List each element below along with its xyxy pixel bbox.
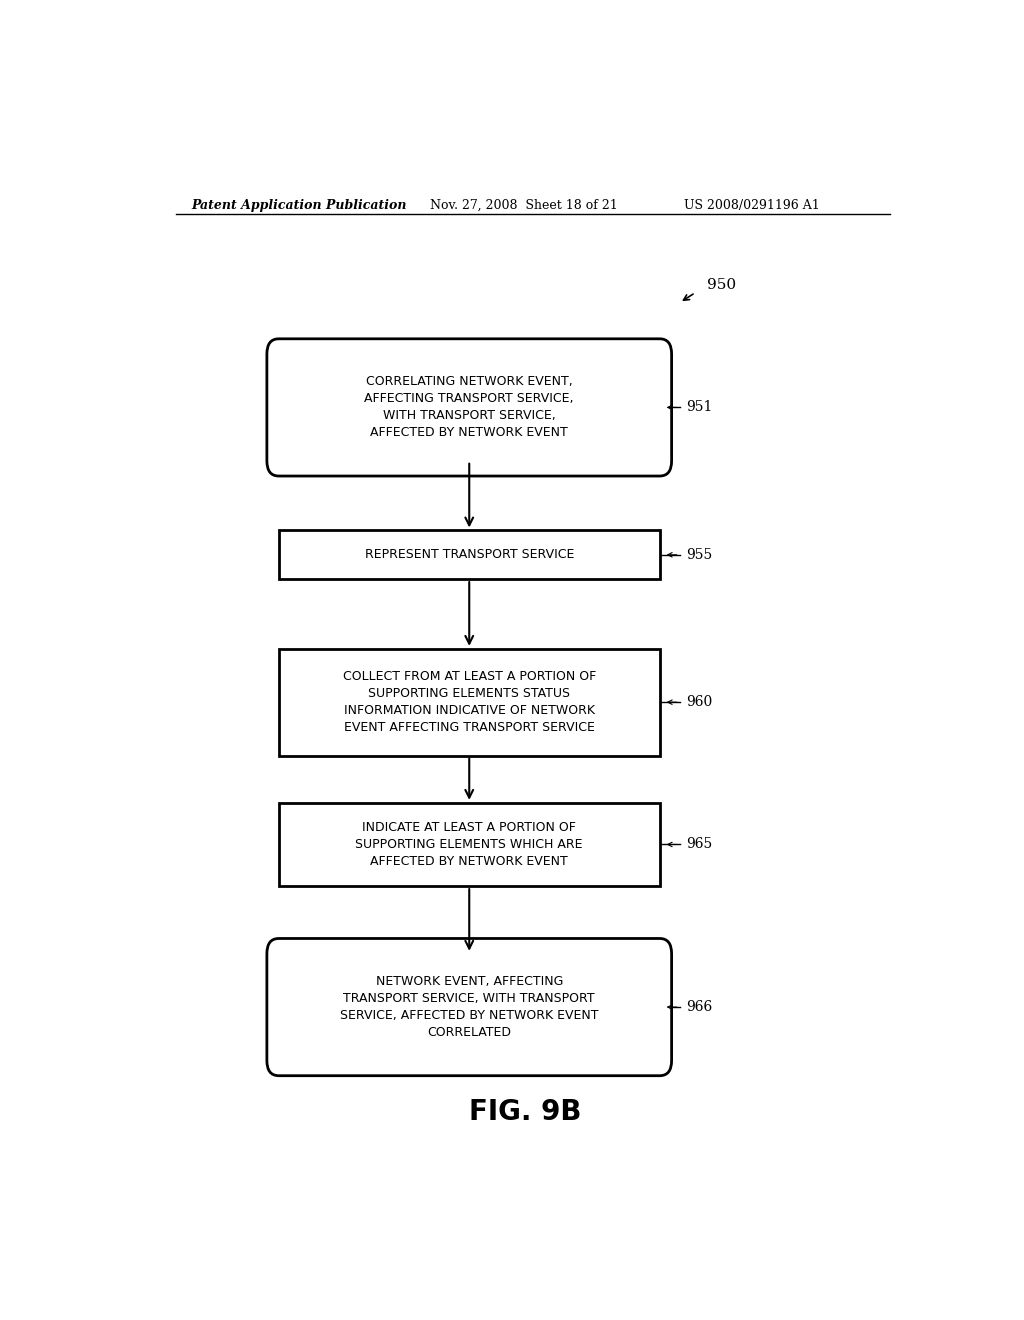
Text: INDICATE AT LEAST A PORTION OF
SUPPORTING ELEMENTS WHICH ARE
AFFECTED BY NETWORK: INDICATE AT LEAST A PORTION OF SUPPORTIN… [355, 821, 583, 869]
Text: 951: 951 [686, 400, 713, 414]
Text: NETWORK EVENT, AFFECTING
TRANSPORT SERVICE, WITH TRANSPORT
SERVICE, AFFECTED BY : NETWORK EVENT, AFFECTING TRANSPORT SERVI… [340, 975, 598, 1039]
Bar [279, 803, 659, 886]
Bar [279, 531, 659, 579]
Text: US 2008/0291196 A1: US 2008/0291196 A1 [684, 198, 819, 211]
Text: 950: 950 [708, 279, 736, 293]
Text: 965: 965 [686, 837, 712, 851]
Bar [279, 649, 659, 755]
Text: COLLECT FROM AT LEAST A PORTION OF
SUPPORTING ELEMENTS STATUS
INFORMATION INDICA: COLLECT FROM AT LEAST A PORTION OF SUPPO… [343, 671, 596, 734]
Text: Nov. 27, 2008  Sheet 18 of 21: Nov. 27, 2008 Sheet 18 of 21 [430, 198, 617, 211]
Text: 960: 960 [686, 696, 712, 709]
Text: REPRESENT TRANSPORT SERVICE: REPRESENT TRANSPORT SERVICE [365, 548, 573, 561]
FancyBboxPatch shape [267, 939, 672, 1076]
Text: 966: 966 [686, 1001, 712, 1014]
Text: 955: 955 [686, 548, 712, 562]
FancyBboxPatch shape [267, 339, 672, 477]
Text: Patent Application Publication: Patent Application Publication [191, 198, 407, 211]
Text: CORRELATING NETWORK EVENT,
AFFECTING TRANSPORT SERVICE,
WITH TRANSPORT SERVICE,
: CORRELATING NETWORK EVENT, AFFECTING TRA… [365, 375, 574, 440]
Text: FIG. 9B: FIG. 9B [469, 1098, 581, 1126]
